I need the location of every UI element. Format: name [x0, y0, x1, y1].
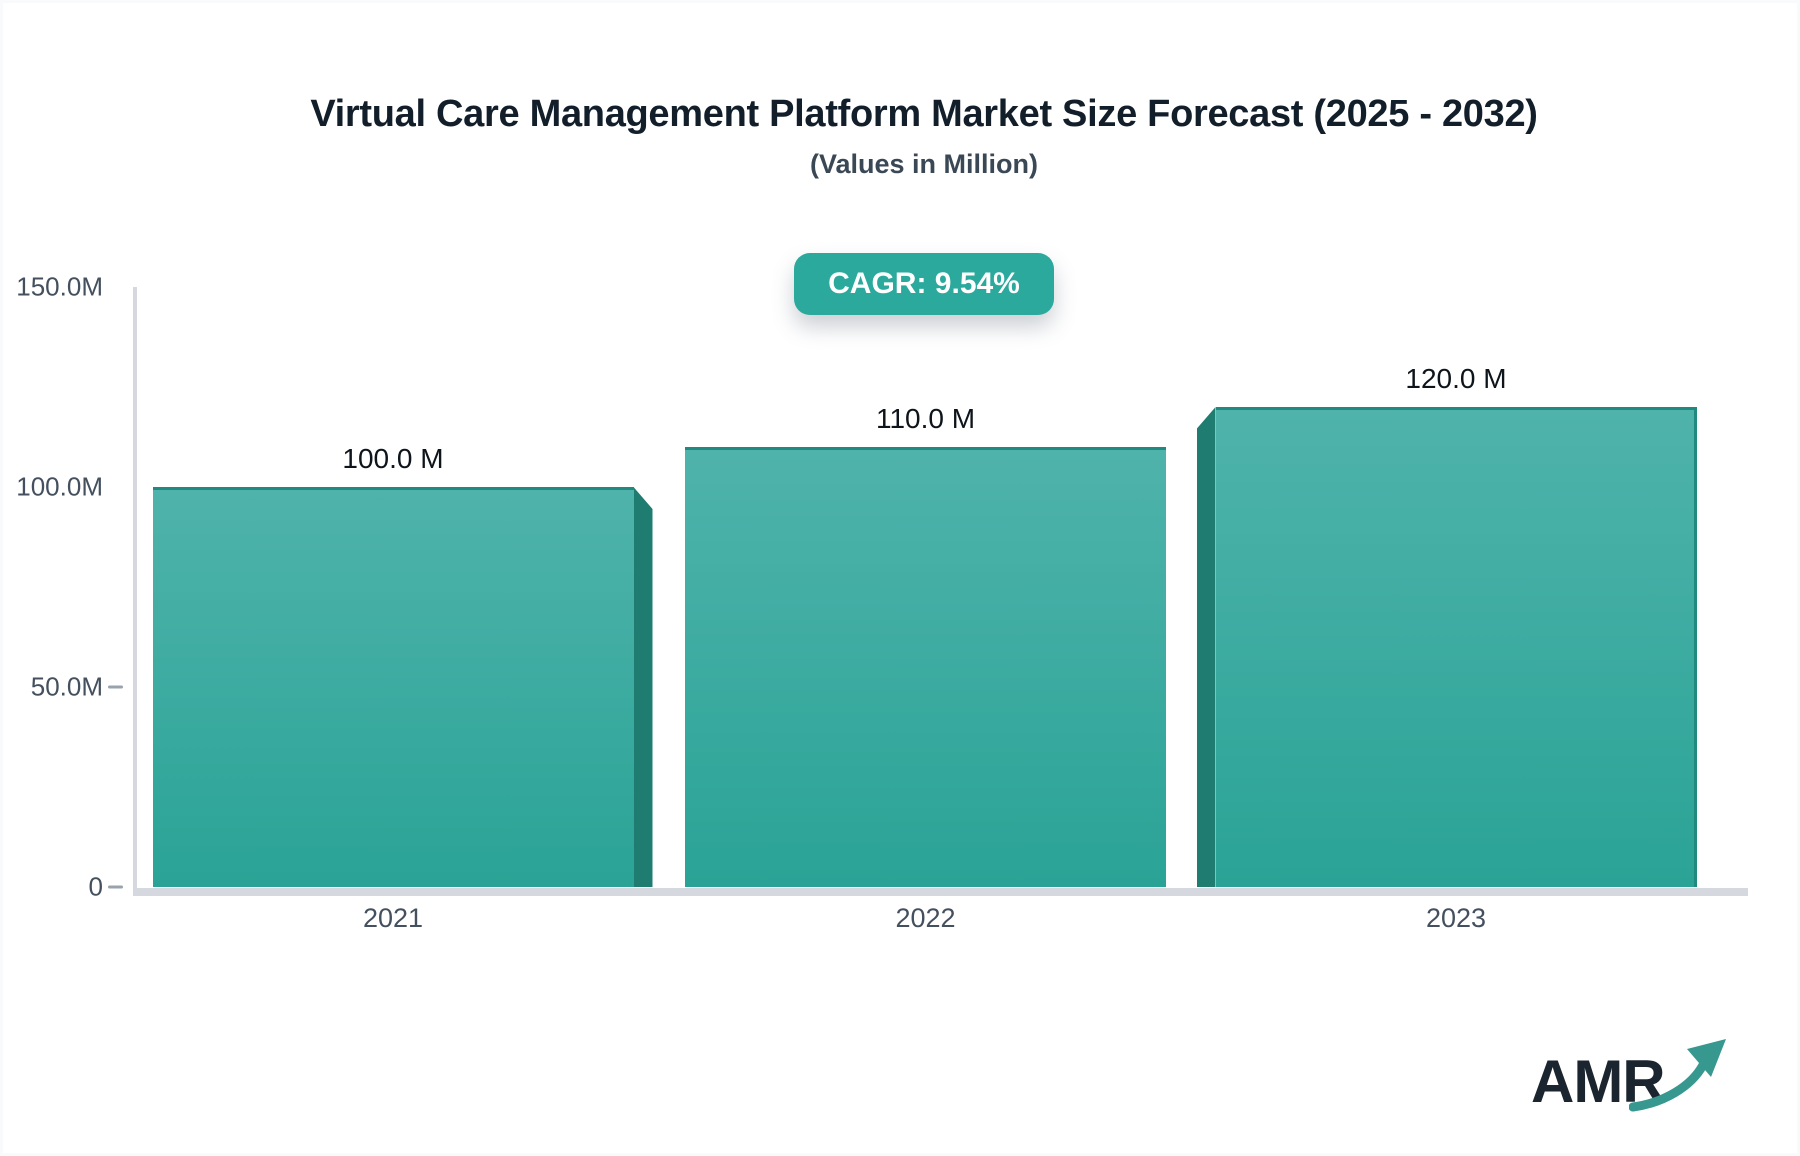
- amr-logo: AMR: [1531, 1033, 1736, 1128]
- x-axis-label-2022: 2022: [895, 903, 956, 933]
- y-axis-tick-label: 150.0M: [16, 271, 103, 302]
- x-axis-baseline: [133, 888, 1748, 896]
- bar-3d-side: [1196, 407, 1216, 887]
- x-axis-label-2021: 2021: [362, 903, 424, 933]
- y-axis-tick-label: 100.0M: [16, 471, 103, 502]
- chart-title: Virtual Care Management Platform Market …: [310, 93, 1538, 135]
- y-axis-tick-mark: [108, 885, 123, 889]
- y-axis-tick-mark: [108, 685, 123, 689]
- y-axis-line: [133, 287, 137, 888]
- y-axis-tick-label: 0: [88, 871, 103, 902]
- chart-subtitle: (Values in Million): [809, 149, 1039, 179]
- cagr-label: CAGR: 9.54%: [828, 267, 1020, 300]
- cagr-badge-row: CAGR: 9.54%: [51, 253, 1797, 315]
- bar-2023: [1215, 407, 1697, 887]
- bar-value-label: 120.0 M: [1405, 363, 1507, 394]
- bar-3d-side: [633, 487, 653, 887]
- growth-arrow-icon: [1629, 1039, 1726, 1112]
- bar-2021: [152, 487, 634, 887]
- bar-2022: [685, 447, 1166, 887]
- plot-area: 150.0M 100.0M 50.0M 0 100.0 M 110.0 M 120.0 M…: [3, 3, 1797, 1153]
- y-axis-tick-label: 50.0M: [30, 671, 103, 702]
- bar-value-label: 110.0 M: [875, 403, 976, 434]
- x-axis-label-2023: 2023: [1425, 903, 1487, 933]
- bar-value-label: 100.0 M: [342, 443, 444, 474]
- cagr-badge: CAGR: 9.54%: [794, 253, 1054, 315]
